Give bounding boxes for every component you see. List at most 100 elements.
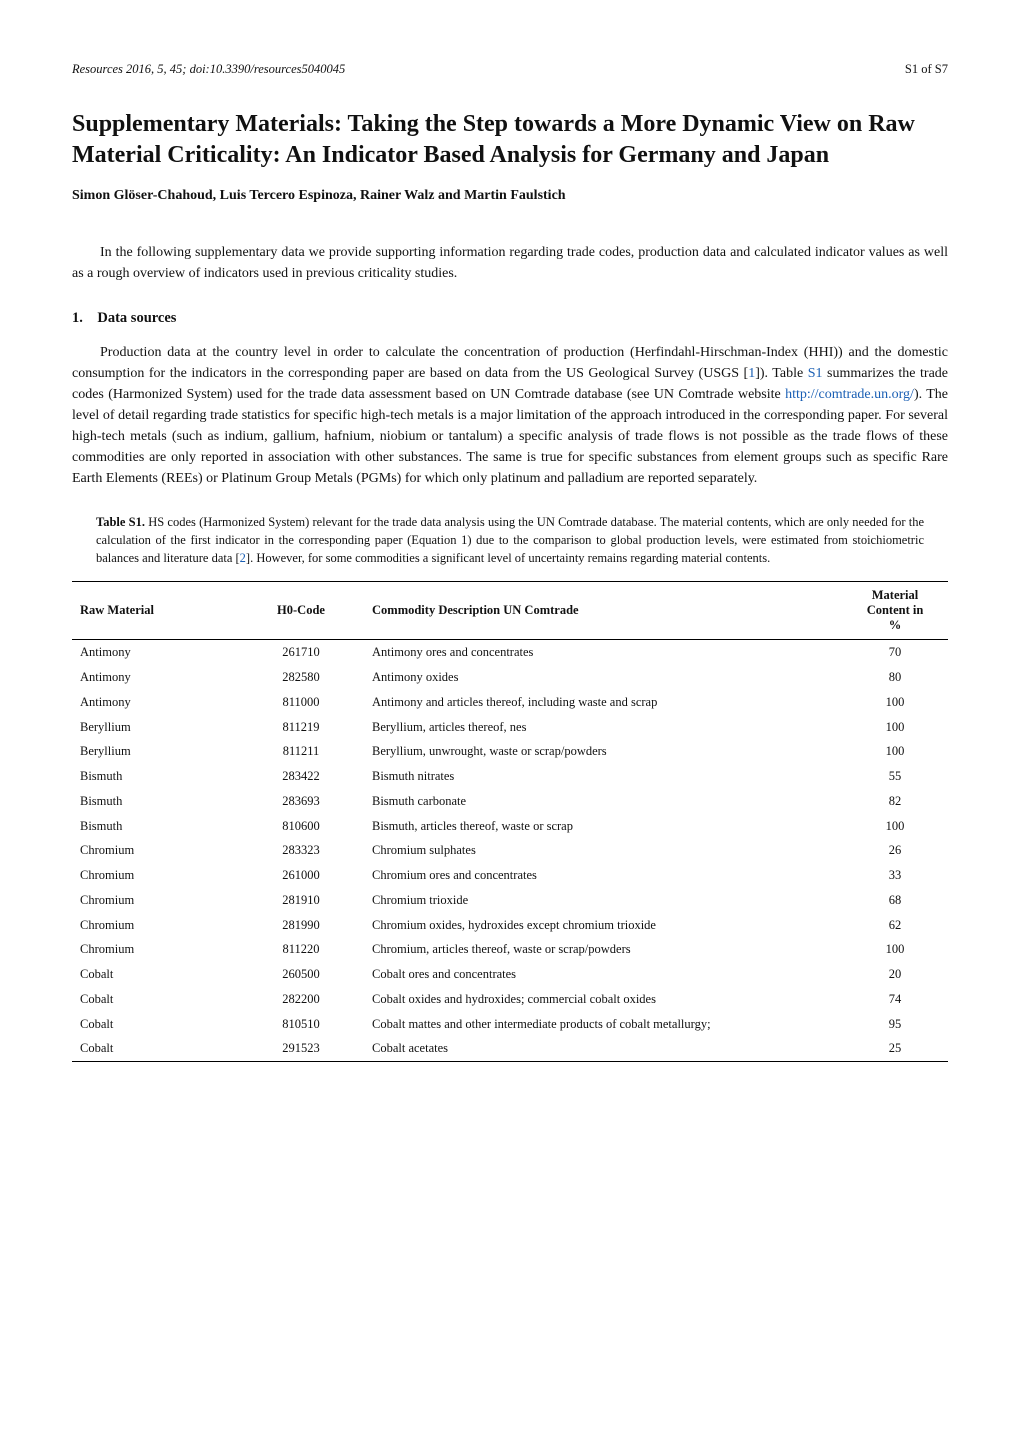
- mc-line1: Material: [872, 588, 919, 602]
- table-row: Chromium281990Chromium oxides, hydroxide…: [72, 913, 948, 938]
- cell-h0-code: 282200: [238, 987, 364, 1012]
- cell-h0-code: 283422: [238, 764, 364, 789]
- cell-raw-material: Chromium: [72, 888, 238, 913]
- table-s1: Raw Material H0-Code Commodity Descripti…: [72, 581, 948, 1062]
- cell-commodity-desc: Chromium oxides, hydroxides except chrom…: [364, 913, 842, 938]
- cell-material-content: 33: [842, 863, 948, 888]
- cell-material-content: 100: [842, 814, 948, 839]
- section1-paragraph: Production data at the country level in …: [72, 342, 948, 489]
- cell-h0-code: 811000: [238, 690, 364, 715]
- cell-h0-code: 810510: [238, 1012, 364, 1037]
- cell-material-content: 80: [842, 665, 948, 690]
- cell-material-content: 74: [842, 987, 948, 1012]
- table-header-row: Raw Material H0-Code Commodity Descripti…: [72, 582, 948, 640]
- col-raw-material: Raw Material: [72, 582, 238, 640]
- comtrade-url[interactable]: http://comtrade.un.org/: [785, 387, 914, 402]
- table-row: Cobalt810510Cobalt mattes and other inte…: [72, 1012, 948, 1037]
- cell-h0-code: 282580: [238, 665, 364, 690]
- table-row: Cobalt291523Cobalt acetates25: [72, 1036, 948, 1061]
- section-heading-1: 1. Data sources: [72, 308, 948, 330]
- section1-text-mid1: ]). Table: [755, 366, 808, 381]
- table-row: Cobalt260500Cobalt ores and concentrates…: [72, 962, 948, 987]
- cell-commodity-desc: Beryllium, articles thereof, nes: [364, 715, 842, 740]
- table-row: Chromium283323Chromium sulphates26: [72, 838, 948, 863]
- table-row: Beryllium811219Beryllium, articles there…: [72, 715, 948, 740]
- cell-raw-material: Antimony: [72, 665, 238, 690]
- cell-commodity-desc: Cobalt acetates: [364, 1036, 842, 1061]
- table-row: Beryllium811211Beryllium, unwrought, was…: [72, 739, 948, 764]
- cell-commodity-desc: Chromium, articles thereof, waste or scr…: [364, 937, 842, 962]
- cell-raw-material: Chromium: [72, 913, 238, 938]
- cell-h0-code: 261000: [238, 863, 364, 888]
- cell-material-content: 100: [842, 739, 948, 764]
- cell-material-content: 25: [842, 1036, 948, 1061]
- journal-name-italic: Resources: [72, 62, 123, 76]
- cell-material-content: 95: [842, 1012, 948, 1037]
- cell-commodity-desc: Chromium sulphates: [364, 838, 842, 863]
- running-head: Resources 2016, 5, 45; doi:10.3390/resou…: [72, 60, 948, 79]
- table-s1-caption: Table S1. HS codes (Harmonized System) r…: [96, 513, 924, 567]
- cell-h0-code: 291523: [238, 1036, 364, 1061]
- cell-h0-code: 281910: [238, 888, 364, 913]
- cell-commodity-desc: Bismuth, articles thereof, waste or scra…: [364, 814, 842, 839]
- cell-material-content: 26: [842, 838, 948, 863]
- cell-h0-code: 811220: [238, 937, 364, 962]
- cell-material-content: 68: [842, 888, 948, 913]
- running-head-left-rest: 2016, 5, 45; doi:10.3390/resources504004…: [123, 62, 345, 76]
- col-h0-code: H0-Code: [238, 582, 364, 640]
- cell-material-content: 100: [842, 690, 948, 715]
- mc-line3: %: [889, 618, 902, 632]
- cell-raw-material: Antimony: [72, 640, 238, 665]
- cell-h0-code: 811219: [238, 715, 364, 740]
- cell-material-content: 82: [842, 789, 948, 814]
- cell-commodity-desc: Cobalt ores and concentrates: [364, 962, 842, 987]
- cell-raw-material: Cobalt: [72, 1036, 238, 1061]
- table-row: Chromium281910Chromium trioxide68: [72, 888, 948, 913]
- cell-commodity-desc: Chromium trioxide: [364, 888, 842, 913]
- table-row: Cobalt282200Cobalt oxides and hydroxides…: [72, 987, 948, 1012]
- table-row: Chromium811220Chromium, articles thereof…: [72, 937, 948, 962]
- cell-raw-material: Beryllium: [72, 739, 238, 764]
- cell-raw-material: Cobalt: [72, 962, 238, 987]
- cell-raw-material: Chromium: [72, 937, 238, 962]
- cell-h0-code: 283693: [238, 789, 364, 814]
- table-s1-caption-post: ]. However, for some commodities a signi…: [246, 551, 770, 565]
- table-row: Bismuth283422Bismuth nitrates55: [72, 764, 948, 789]
- col-commodity-desc: Commodity Description UN Comtrade: [364, 582, 842, 640]
- table-row: Chromium261000Chromium ores and concentr…: [72, 863, 948, 888]
- cell-raw-material: Antimony: [72, 690, 238, 715]
- cell-raw-material: Bismuth: [72, 814, 238, 839]
- cell-raw-material: Cobalt: [72, 987, 238, 1012]
- table-row: Antimony811000Antimony and articles ther…: [72, 690, 948, 715]
- cell-h0-code: 811211: [238, 739, 364, 764]
- table-ref-s1[interactable]: S1: [808, 366, 823, 381]
- running-head-right: S1 of S7: [905, 60, 948, 79]
- running-head-left: Resources 2016, 5, 45; doi:10.3390/resou…: [72, 60, 345, 79]
- cell-material-content: 70: [842, 640, 948, 665]
- cell-h0-code: 261710: [238, 640, 364, 665]
- cell-commodity-desc: Antimony and articles thereof, including…: [364, 690, 842, 715]
- cell-commodity-desc: Antimony oxides: [364, 665, 842, 690]
- cell-material-content: 62: [842, 913, 948, 938]
- cell-commodity-desc: Cobalt mattes and other intermediate pro…: [364, 1012, 842, 1037]
- table-row: Antimony282580Antimony oxides80: [72, 665, 948, 690]
- cell-h0-code: 281990: [238, 913, 364, 938]
- intro-paragraph: In the following supplementary data we p…: [72, 242, 948, 284]
- col-material-content: Material Content in %: [842, 582, 948, 640]
- mc-line2: Content in: [867, 603, 924, 617]
- table-row: Bismuth283693Bismuth carbonate82: [72, 789, 948, 814]
- table-row: Antimony261710Antimony ores and concentr…: [72, 640, 948, 665]
- authors-line: Simon Glöser-Chahoud, Luis Tercero Espin…: [72, 185, 948, 206]
- table-s1-label: Table S1.: [96, 515, 145, 529]
- cell-h0-code: 283323: [238, 838, 364, 863]
- cell-commodity-desc: Beryllium, unwrought, waste or scrap/pow…: [364, 739, 842, 764]
- page-title: Supplementary Materials: Taking the Step…: [72, 109, 948, 171]
- table-row: Bismuth810600Bismuth, articles thereof, …: [72, 814, 948, 839]
- cell-h0-code: 260500: [238, 962, 364, 987]
- cell-commodity-desc: Antimony ores and concentrates: [364, 640, 842, 665]
- cell-raw-material: Bismuth: [72, 789, 238, 814]
- cell-commodity-desc: Bismuth carbonate: [364, 789, 842, 814]
- cell-commodity-desc: Cobalt oxides and hydroxides; commercial…: [364, 987, 842, 1012]
- cell-raw-material: Cobalt: [72, 1012, 238, 1037]
- cell-h0-code: 810600: [238, 814, 364, 839]
